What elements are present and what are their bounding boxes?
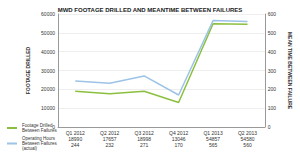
svg-text:Between Failures: Between Failures <box>22 128 58 133</box>
svg-text:13046: 13046 <box>171 136 186 142</box>
svg-text:200: 200 <box>268 86 277 92</box>
svg-text:232: 232 <box>106 142 115 148</box>
svg-text:54857: 54857 <box>206 136 220 142</box>
svg-text:0: 0 <box>268 124 271 130</box>
svg-text:600: 600 <box>268 11 277 17</box>
svg-text:10000: 10000 <box>41 105 55 111</box>
svg-text:18998: 18998 <box>137 136 152 142</box>
svg-text:170: 170 <box>174 142 183 148</box>
svg-text:40000: 40000 <box>41 49 55 55</box>
svg-text:Q2 2012: Q2 2012 <box>100 130 120 136</box>
svg-text:Q1 2013: Q1 2013 <box>203 130 223 136</box>
svg-text:30000: 30000 <box>41 68 55 74</box>
svg-text:60000: 60000 <box>41 11 55 17</box>
svg-text:100: 100 <box>268 105 277 111</box>
svg-text:560: 560 <box>243 142 252 148</box>
svg-text:FOOTAGE DRILLED: FOOTAGE DRILLED <box>25 46 31 94</box>
svg-text:Between Failures: Between Failures <box>22 141 58 146</box>
svg-text:Q1 2012: Q1 2012 <box>65 130 85 136</box>
svg-text:271: 271 <box>140 142 149 148</box>
svg-text:565: 565 <box>209 142 218 148</box>
svg-text:Footage Drilled: Footage Drilled <box>22 123 54 128</box>
svg-text:17657: 17657 <box>102 136 117 142</box>
svg-text:MWD FOOTAGE DRILLED AND MEANTI: MWD FOOTAGE DRILLED AND MEANTIME BETWEEN… <box>58 7 243 13</box>
svg-text:244: 244 <box>71 142 80 148</box>
svg-text:18990: 18990 <box>68 136 83 142</box>
svg-text:Q3 2012: Q3 2012 <box>134 130 154 136</box>
svg-text:MEAN TIME BETWEEN FAILURE: MEAN TIME BETWEEN FAILURE <box>287 32 293 110</box>
svg-text:20000: 20000 <box>41 86 55 92</box>
svg-text:500: 500 <box>268 30 277 36</box>
svg-text:400: 400 <box>268 49 277 55</box>
svg-text:Q4 2012: Q4 2012 <box>169 130 189 136</box>
svg-text:54580: 54580 <box>240 136 255 142</box>
svg-text:50000: 50000 <box>41 30 55 36</box>
svg-text:Q2 2013: Q2 2013 <box>237 130 258 136</box>
svg-text:Operating Hours: Operating Hours <box>22 136 57 141</box>
svg-text:300: 300 <box>268 68 277 74</box>
svg-text:(actual): (actual) <box>22 146 38 151</box>
